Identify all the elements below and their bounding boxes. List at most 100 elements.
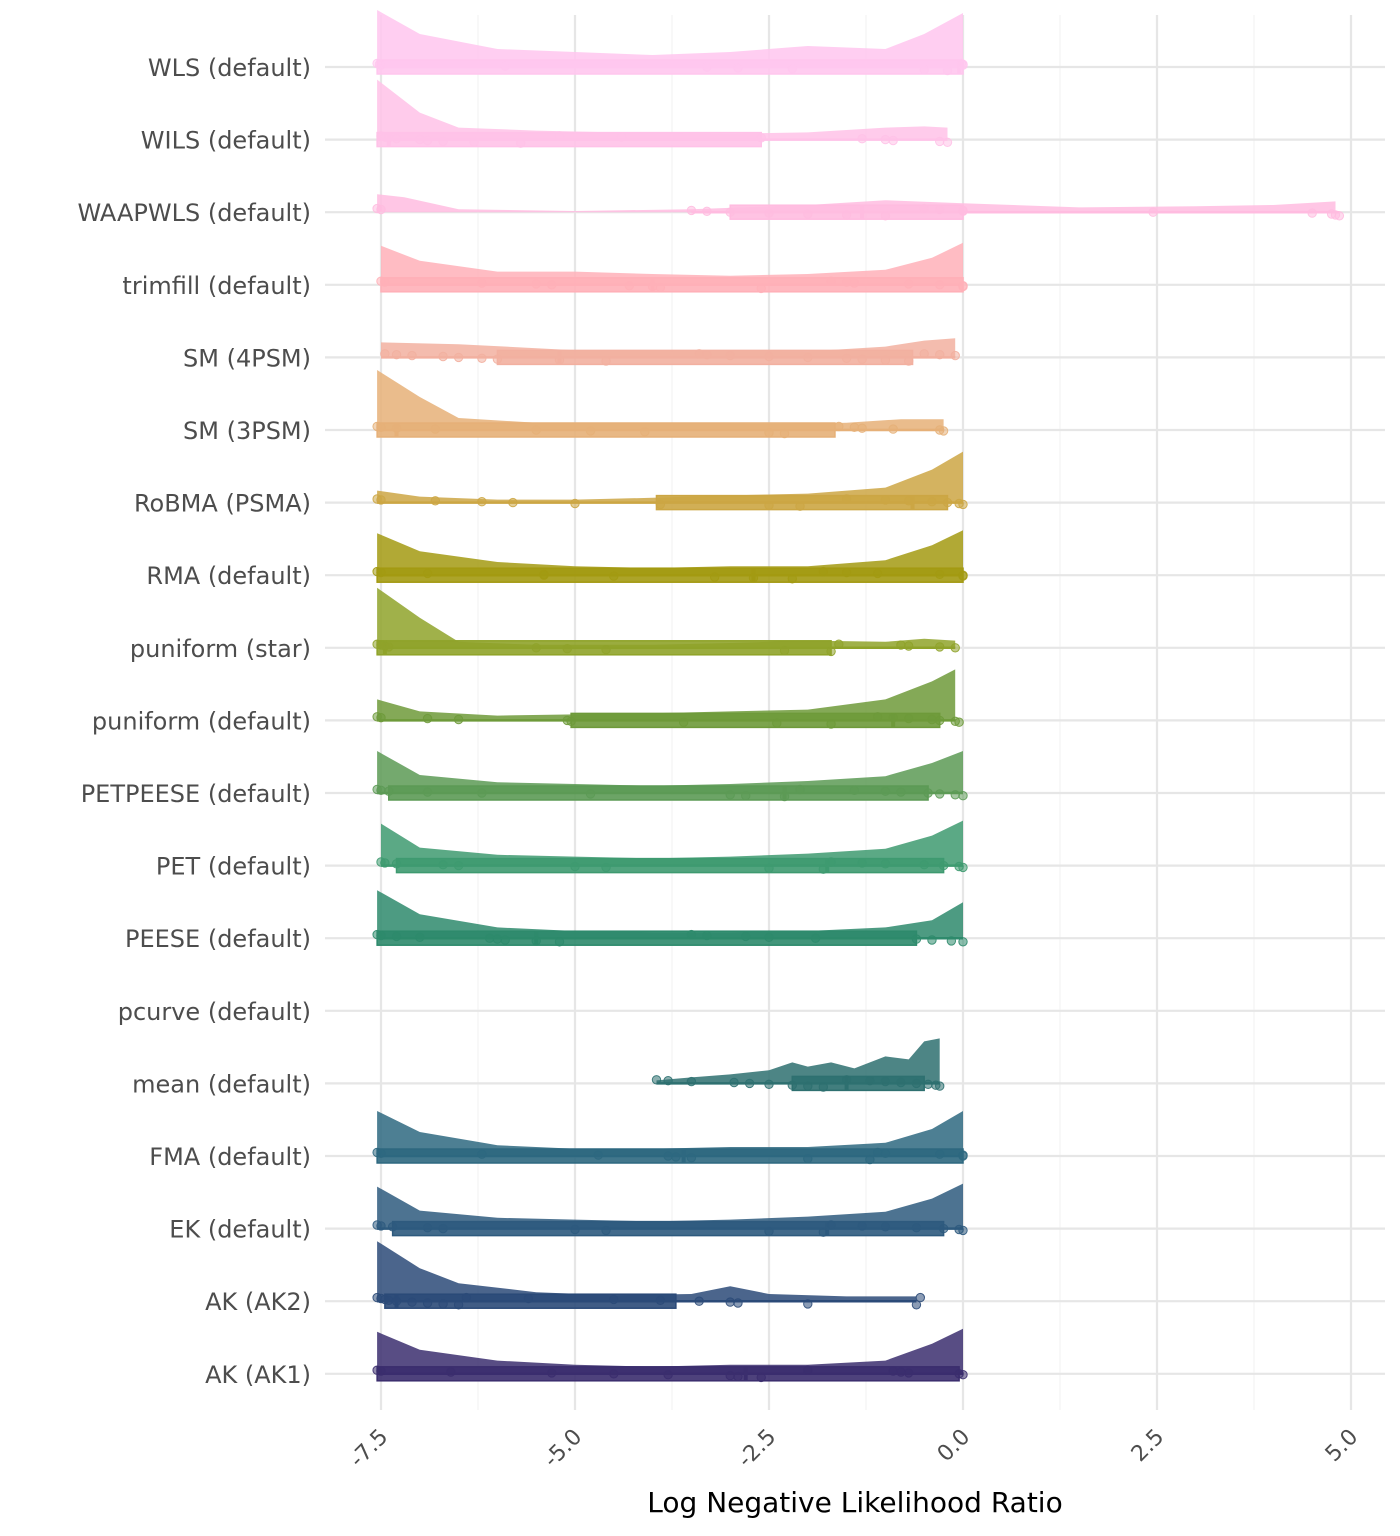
data-point <box>958 206 968 217</box>
series-peese-default <box>372 890 968 947</box>
series-sm-3psm <box>372 370 949 439</box>
data-point <box>880 355 891 365</box>
data-point <box>744 1078 755 1089</box>
iqr-box <box>376 131 762 148</box>
data-point <box>872 712 883 722</box>
data-point <box>531 279 541 289</box>
y-axis-labels: WLS (default) WILS (default) WAAPWLS (defa… <box>77 54 311 1389</box>
data-point <box>725 1297 735 1307</box>
data-point <box>903 356 914 366</box>
x-axis-title: Log Negative Likelihood Ratio <box>647 1486 1062 1519</box>
data-point <box>888 424 898 434</box>
data-point <box>865 1076 875 1086</box>
data-point <box>686 205 697 216</box>
data-point <box>601 644 611 655</box>
data-point <box>958 937 968 947</box>
data-point <box>872 568 883 579</box>
data-point <box>772 718 782 728</box>
data-point <box>391 1296 402 1306</box>
data-point <box>764 208 774 218</box>
data-point <box>927 497 937 507</box>
data-point <box>896 1077 906 1088</box>
data-point <box>469 137 479 148</box>
data-point <box>407 1297 417 1307</box>
data-point <box>422 568 433 579</box>
data-point <box>911 1078 922 1089</box>
data-point <box>880 211 891 221</box>
data-point <box>958 281 968 292</box>
data-point <box>841 353 852 363</box>
data-point <box>384 1295 394 1306</box>
data-point <box>857 1221 867 1231</box>
x-tick-label: 5.0 <box>1321 1425 1363 1467</box>
iqr-box <box>376 59 964 75</box>
data-point <box>803 1299 813 1309</box>
data-point <box>911 934 922 944</box>
data-point <box>453 860 464 871</box>
data-point <box>919 349 929 359</box>
data-point <box>376 1221 386 1231</box>
data-point <box>438 136 448 147</box>
x-tick-label: -5.0 <box>539 1425 587 1473</box>
x-tick-label: 0.0 <box>933 1425 975 1467</box>
data-point <box>453 714 464 725</box>
data-point <box>376 930 386 941</box>
data-point <box>422 713 433 724</box>
density-cloud <box>381 820 963 866</box>
series-trimfill-default <box>376 242 968 294</box>
data-point <box>935 642 945 652</box>
data-point <box>453 352 464 363</box>
data-point <box>733 1371 743 1382</box>
density-cloud <box>377 10 964 67</box>
data-point <box>903 641 914 651</box>
data-point <box>787 574 797 584</box>
data-point <box>733 1298 743 1308</box>
data-point <box>841 567 852 578</box>
data-point <box>570 861 580 872</box>
y-label-pet-default: PET (default) <box>156 853 311 881</box>
data-point <box>803 209 813 219</box>
data-point <box>927 935 937 945</box>
data-point <box>919 860 929 870</box>
data-point <box>609 1369 619 1379</box>
data-point <box>764 500 774 510</box>
data-point <box>601 862 611 873</box>
data-point <box>756 133 766 143</box>
series-wils-default <box>376 79 953 148</box>
data-point <box>818 1227 829 1237</box>
data-point <box>384 786 394 796</box>
data-point <box>380 858 390 868</box>
data-point <box>872 1147 883 1158</box>
data-point <box>779 791 790 802</box>
data-point <box>678 717 689 727</box>
y-label-trimfill-default: trimfill (default) <box>122 272 311 300</box>
data-point <box>477 788 487 798</box>
data-point <box>841 210 852 220</box>
data-point <box>826 276 836 286</box>
data-point <box>554 937 565 947</box>
series-mean-default <box>651 1038 945 1092</box>
data-point <box>950 643 960 653</box>
data-point <box>387 1222 398 1232</box>
data-point <box>694 1296 704 1306</box>
data-point <box>384 642 394 652</box>
data-point <box>935 1081 945 1091</box>
data-point <box>857 423 867 433</box>
series-petpeese-default <box>372 751 968 802</box>
data-point <box>422 787 433 797</box>
data-point <box>1148 207 1158 217</box>
data-point <box>547 280 557 290</box>
data-point <box>492 934 503 944</box>
data-point <box>903 279 914 289</box>
data-point <box>1334 211 1345 221</box>
data-point <box>903 1368 914 1378</box>
data-point <box>686 1076 697 1087</box>
iqr-box <box>570 712 941 729</box>
data-point <box>515 138 526 148</box>
x-tick-label: 2.5 <box>1127 1425 1169 1467</box>
data-point <box>826 1220 836 1230</box>
data-point <box>849 422 860 432</box>
data-point <box>810 933 821 943</box>
data-point <box>865 1154 875 1165</box>
data-point <box>624 281 635 291</box>
